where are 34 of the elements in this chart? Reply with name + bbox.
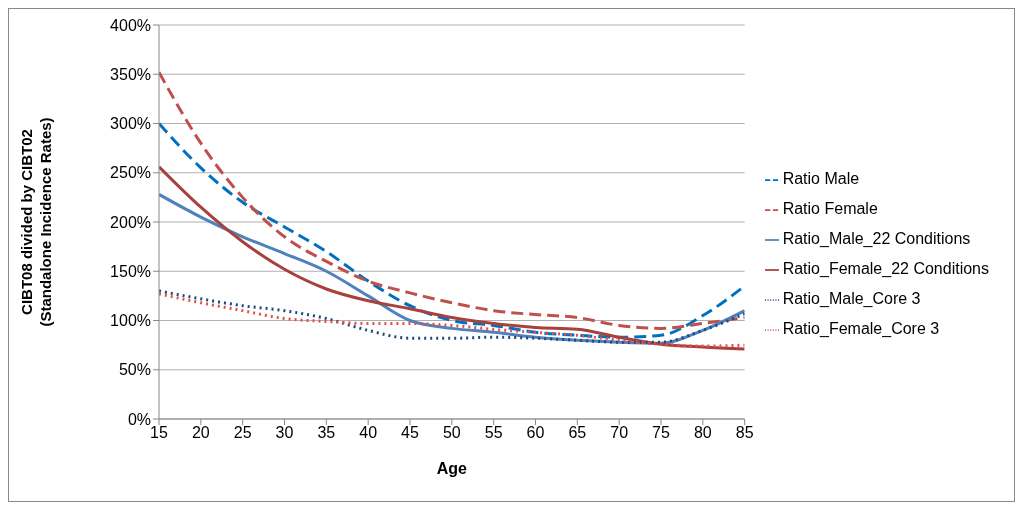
- y-axis-title: CIBT08 divided by CIBT02 (Standalone Incidence Rates): [18, 117, 54, 327]
- x-tick-label: 40: [359, 424, 378, 442]
- legend-label: Ratio Female: [782, 200, 878, 217]
- y-tick-label: 300%: [110, 115, 151, 133]
- y-tick-label: 350%: [110, 65, 151, 83]
- x-axis-title: Age: [436, 460, 468, 477]
- y-tick-label: 400%: [110, 16, 151, 34]
- x-tick-label: 85: [735, 424, 754, 442]
- x-tick-label: 25: [233, 424, 252, 442]
- y-tick-label: 50%: [118, 361, 151, 379]
- y-tick-label: 100%: [110, 312, 151, 330]
- x-tick-label: 30: [275, 424, 294, 442]
- x-tick-label: 65: [568, 424, 587, 442]
- y-tick-label: 250%: [110, 164, 151, 182]
- x-tick-label: 70: [610, 424, 629, 442]
- x-tick-label: 60: [526, 424, 545, 442]
- legend-label: Ratio_Female_22 Conditions: [782, 260, 989, 277]
- x-tick-label: 45: [401, 424, 419, 442]
- x-tick-label: 50: [442, 424, 461, 442]
- y-tick-label: 0%: [127, 410, 151, 428]
- x-tick-label: 75: [652, 424, 670, 442]
- x-tick-label: 15: [150, 424, 168, 442]
- legend-label: Ratio Male: [782, 170, 860, 187]
- x-tick-label: 80: [693, 424, 712, 442]
- x-tick-label: 35: [317, 424, 336, 442]
- x-tick-label: 55: [484, 424, 503, 442]
- legend-label: Ratio_Male_Core 3: [782, 290, 921, 307]
- legend-label: Ratio_Female_Core 3: [782, 320, 940, 337]
- line-series: [159, 165, 745, 351]
- legend-label: Ratio_Male_22 Conditions: [782, 230, 971, 247]
- line-series: [159, 70, 745, 330]
- y-tick-label: 200%: [110, 213, 151, 231]
- y-tick-label: 150%: [110, 262, 151, 280]
- x-tick-label: 20: [191, 424, 210, 442]
